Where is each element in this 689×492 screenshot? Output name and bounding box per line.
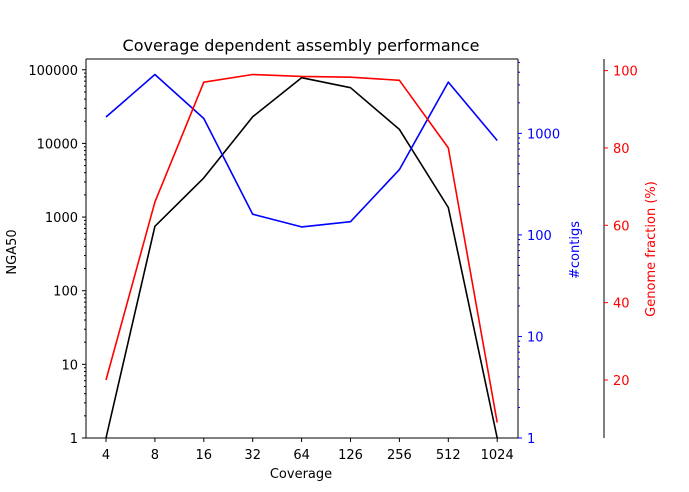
right-tick-label: 100 [527,229,552,244]
x-tick-label: 32 [244,448,261,463]
left-tick-label: 100 [53,285,78,300]
right-tick-label: 10 [527,330,544,345]
far-right-tick-label: 80 [613,142,630,157]
plot-area: 4 8 16 32 64 126 256 512 1024 1 10 100 1000 10000 1000… [28,58,638,463]
left-tick-label: 10 [61,358,78,373]
chart-title: Coverage dependent assembly performance [123,36,480,55]
series-line-far-right [105,73,498,423]
x-tick-label: 512 [436,448,461,463]
right-tick-label: 1 [527,432,535,447]
series-line-left [105,76,498,439]
x-tick-label: 8 [151,448,159,463]
far-right-tick-label: 20 [613,374,630,389]
far-right-tick-label: 60 [613,219,630,234]
x-tick-label: 16 [196,448,213,463]
left-tick-label: 100000 [28,64,78,79]
left-tick-label: 1000 [45,211,78,226]
x-axis-label: Coverage [270,467,332,482]
far-right-tick-label: 40 [613,297,630,312]
right-axis-label: #contigs [568,221,583,279]
x-tick-label: 64 [293,448,310,463]
far-right-axis-label: Genome fraction (%) [644,181,659,317]
series-line-right [105,73,498,228]
x-tick-label: 1024 [481,448,514,463]
left-tick-label: 10000 [37,137,78,152]
far-right-tick-label: 100 [613,65,638,80]
x-tick-label: 256 [387,448,412,463]
left-tick-label: 1 [70,432,78,447]
right-tick-label: 1000 [527,127,560,142]
x-tick-label: 4 [102,448,110,463]
left-axis-label: NGA50 [5,229,20,274]
x-tick-label: 126 [338,448,363,463]
